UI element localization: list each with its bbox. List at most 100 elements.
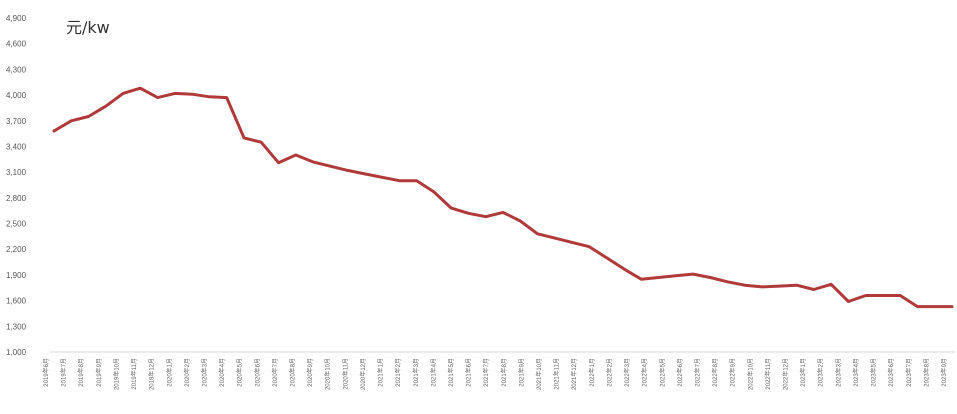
data-point <box>346 169 349 172</box>
unit-label: 元/kw <box>66 18 110 37</box>
y-tick-label: 2,800 <box>6 194 27 203</box>
data-point <box>260 141 263 144</box>
y-tick-label: 3,400 <box>6 142 27 151</box>
data-point <box>52 129 56 133</box>
x-tick-label: 2023年5月 <box>870 358 878 387</box>
y-tick-label: 3,700 <box>6 117 27 126</box>
data-point <box>363 172 366 176</box>
x-tick-label: 2020年11月 <box>341 358 349 390</box>
x-tick-label: 2022年9月 <box>729 358 737 387</box>
x-tick-label: 2021年12月 <box>570 358 578 390</box>
x-tick-label: 2020年6月 <box>253 358 261 387</box>
x-tick-label: 2021年5月 <box>447 358 455 387</box>
data-point <box>812 288 815 291</box>
x-tick-label: 2023年8月 <box>922 358 930 387</box>
data-point <box>640 278 643 281</box>
data-point <box>311 160 315 164</box>
y-tick-label: 2,500 <box>6 220 27 229</box>
data-point <box>674 274 677 277</box>
data-point <box>191 93 194 96</box>
y-tick-label: 4,000 <box>6 91 27 100</box>
x-tick-label: 2019年10月 <box>112 358 120 390</box>
x-tick-label: 2022年12月 <box>782 358 790 390</box>
data-point <box>778 284 781 288</box>
x-tick-label: 2022年1月 <box>588 358 596 387</box>
data-point <box>881 294 885 297</box>
data-point <box>294 153 297 157</box>
x-tick-label: 2021年1月 <box>377 358 385 387</box>
x-tick-label: 2023年4月 <box>852 358 860 387</box>
data-point <box>329 165 332 168</box>
x-tick-label: 2021年10月 <box>535 358 543 390</box>
x-tick-label: 2019年8月 <box>77 358 85 387</box>
data-point <box>588 245 591 248</box>
data-point <box>104 105 108 108</box>
data-point <box>519 219 522 223</box>
data-point <box>242 136 246 140</box>
y-tick-label: 1,600 <box>6 297 27 306</box>
data-point <box>864 294 867 297</box>
y-tick-label: 1,000 <box>6 348 27 357</box>
y-tick-label: 4,300 <box>6 65 27 74</box>
x-tick-label: 2019年9月 <box>95 358 103 387</box>
x-tick-label: 2019年12月 <box>148 358 156 390</box>
data-point <box>570 241 574 244</box>
x-tick-label: 2022年10月 <box>746 358 754 390</box>
data-point <box>726 280 729 283</box>
x-tick-label: 2023年1月 <box>799 358 807 387</box>
y-tick-label: 3,100 <box>6 168 27 177</box>
data-point <box>87 115 90 118</box>
data-point <box>899 294 902 297</box>
x-tick-label: 2023年3月 <box>834 358 842 387</box>
x-tick-label: 2023年2月 <box>817 358 825 387</box>
data-point <box>225 96 228 99</box>
data-point <box>70 119 73 123</box>
x-tick-label: 2021年8月 <box>500 358 508 387</box>
series-lines <box>52 86 954 309</box>
data-point <box>743 284 746 287</box>
x-tick-label: 2022年3月 <box>623 358 631 387</box>
y-tick-label: 1,300 <box>6 322 27 331</box>
x-tick-label: 2022年7月 <box>694 358 702 387</box>
x-tick-label: 2020年3月 <box>201 358 209 387</box>
x-tick-label: 2023年7月 <box>905 358 913 387</box>
data-point <box>536 232 539 235</box>
x-tick-label: 2023年9月 <box>940 358 948 387</box>
data-point <box>398 179 401 182</box>
data-point <box>691 272 695 276</box>
x-tick-label: 2022年4月 <box>641 358 649 387</box>
x-tick-label: 2022年6月 <box>676 358 684 387</box>
y-tick-label: 1,900 <box>6 271 27 280</box>
x-tick-label: 2020年7月 <box>271 358 279 387</box>
x-tick-label: 2019年7月 <box>60 358 68 387</box>
data-point <box>501 211 505 214</box>
x-tick-label: 2019年6月 <box>42 358 50 387</box>
x-tick-label: 2020年12月 <box>359 358 367 390</box>
data-point <box>484 215 487 218</box>
y-tick-label: 2,200 <box>6 245 27 254</box>
y-tick-label: 4,900 <box>6 14 27 23</box>
data-point <box>933 305 936 308</box>
data-point <box>622 267 626 271</box>
data-point <box>208 95 211 99</box>
data-point <box>277 161 280 164</box>
data-point <box>173 92 177 95</box>
x-tick-label: 2020年9月 <box>306 358 314 387</box>
series-line <box>52 86 954 309</box>
x-tick-label: 2022年11月 <box>764 358 772 390</box>
data-point <box>467 212 470 215</box>
x-tick-label: 2020年8月 <box>289 358 297 387</box>
x-tick-label: 2021年9月 <box>517 358 525 387</box>
x-tick-label: 2023年6月 <box>887 358 895 387</box>
data-point <box>139 87 142 90</box>
x-axis-ticks: 2019年6月 2019年7月 2019年8月 2019年9月 2019年10月 2019… <box>42 358 948 390</box>
data-point <box>847 300 850 303</box>
x-tick-label: 2022年2月 <box>606 358 614 387</box>
data-point <box>795 284 798 287</box>
x-tick-label: 2020年4月 <box>218 358 226 387</box>
x-tick-label: 2020年5月 <box>236 358 244 387</box>
data-point <box>432 190 436 194</box>
data-point <box>121 92 125 95</box>
data-point <box>553 236 556 240</box>
